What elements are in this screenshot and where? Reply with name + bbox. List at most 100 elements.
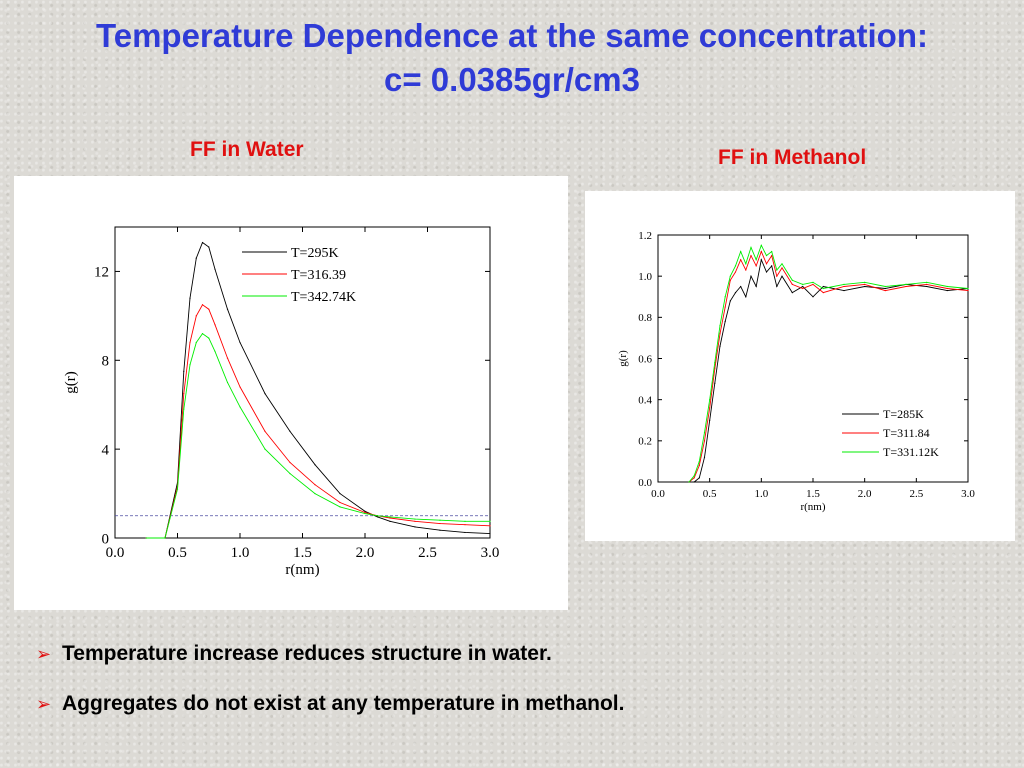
data-point bbox=[843, 283, 845, 285]
series-line bbox=[146, 241, 491, 539]
data-point bbox=[760, 250, 762, 253]
data-point bbox=[314, 464, 316, 466]
data-point bbox=[926, 283, 928, 285]
data-point bbox=[802, 285, 804, 288]
data-point bbox=[195, 257, 197, 259]
y-tick-label: 12 bbox=[94, 265, 109, 281]
data-point bbox=[760, 244, 762, 246]
data-point bbox=[765, 254, 768, 257]
data-point bbox=[703, 440, 706, 442]
data-point bbox=[740, 259, 742, 261]
data-point bbox=[776, 269, 778, 271]
y-tick-label: 4 bbox=[102, 442, 110, 458]
data-point bbox=[740, 285, 742, 288]
data-point bbox=[364, 512, 366, 515]
data-point bbox=[703, 456, 706, 458]
x-tick-label: 1.5 bbox=[293, 545, 312, 561]
data-point bbox=[226, 357, 229, 359]
data-point bbox=[822, 285, 824, 288]
data-point bbox=[714, 382, 716, 384]
data-point bbox=[183, 408, 185, 410]
water-chart: 0.0 0.5 1.0 1.5 2.0 2.5 3.0 0 4 8 12 r(nm) g(r) T=295… bbox=[63, 226, 499, 578]
data-point bbox=[389, 517, 391, 519]
data-point bbox=[843, 289, 845, 292]
y-tick-label: 1.2 bbox=[638, 230, 652, 242]
data-point bbox=[145, 537, 147, 539]
data-point bbox=[688, 481, 690, 483]
data-point bbox=[822, 292, 824, 294]
data-point bbox=[239, 406, 241, 408]
data-point bbox=[464, 520, 466, 522]
data-point bbox=[339, 506, 341, 508]
data-point bbox=[905, 285, 907, 288]
data-point bbox=[489, 525, 491, 527]
data-point bbox=[755, 285, 757, 288]
title-line-1: Temperature Dependence at the same conce… bbox=[96, 17, 928, 54]
series-line bbox=[146, 332, 490, 539]
data-point bbox=[709, 399, 711, 401]
x-tick-label: 2.5 bbox=[909, 488, 923, 500]
legend-label: T=342.74K bbox=[291, 290, 356, 305]
data-point bbox=[464, 531, 466, 534]
bullet-item: ➢ Temperature increase reduces structure… bbox=[36, 640, 624, 690]
y-tick-label: 0 bbox=[102, 531, 110, 547]
data-point bbox=[414, 518, 416, 520]
data-point bbox=[339, 492, 341, 495]
data-point bbox=[719, 345, 721, 347]
data-point bbox=[389, 520, 391, 522]
data-point bbox=[734, 265, 737, 267]
data-point bbox=[719, 333, 721, 335]
data-point bbox=[239, 341, 241, 344]
data-point bbox=[464, 524, 466, 526]
x-axis-label: r(nm) bbox=[285, 562, 319, 578]
data-point bbox=[714, 368, 716, 370]
data-point bbox=[781, 267, 783, 269]
legend-label: T=331.12K bbox=[883, 445, 939, 459]
data-point bbox=[781, 263, 783, 265]
data-point bbox=[693, 477, 695, 479]
series-line bbox=[688, 244, 969, 483]
bullet-text: Temperature increase reduces structure i… bbox=[62, 642, 552, 665]
data-point bbox=[714, 362, 716, 364]
data-point bbox=[214, 324, 216, 326]
legend-label: T=311.84 bbox=[883, 426, 930, 440]
arrowhead-bullet-icon: ➢ bbox=[36, 644, 52, 664]
data-point bbox=[176, 488, 179, 490]
data-point bbox=[745, 263, 747, 265]
data-point bbox=[239, 386, 241, 388]
data-point bbox=[864, 281, 866, 283]
data-point bbox=[264, 448, 266, 450]
data-point bbox=[946, 287, 948, 290]
data-point bbox=[709, 419, 711, 421]
data-point bbox=[724, 320, 726, 323]
data-point bbox=[339, 501, 341, 504]
x-axis-label: r(nm) bbox=[800, 501, 825, 513]
data-point bbox=[802, 287, 804, 290]
data-point bbox=[201, 333, 204, 335]
data-point bbox=[812, 283, 814, 285]
data-point bbox=[183, 393, 185, 395]
data-point bbox=[364, 511, 366, 514]
data-point bbox=[264, 393, 266, 395]
data-point bbox=[183, 370, 185, 372]
x-tick-label: 1.5 bbox=[806, 488, 820, 500]
x-tick-label: 2.0 bbox=[858, 488, 872, 500]
title-line-2: c= 0.0385gr/cm3 bbox=[384, 61, 640, 98]
data-point bbox=[926, 285, 928, 288]
data-point bbox=[208, 337, 210, 339]
data-point bbox=[765, 271, 768, 273]
y-tick-label: 1.0 bbox=[638, 271, 652, 283]
x-tick-label: 0.5 bbox=[168, 545, 187, 561]
x-tick-label: 0.0 bbox=[651, 488, 665, 500]
data-point bbox=[745, 296, 747, 298]
x-tick-label: 0.0 bbox=[106, 545, 125, 561]
data-point bbox=[946, 289, 948, 292]
data-point bbox=[967, 287, 969, 290]
data-point bbox=[439, 522, 441, 525]
data-point bbox=[905, 283, 907, 285]
x-tick-label: 1.0 bbox=[754, 488, 768, 500]
data-point bbox=[791, 283, 793, 285]
data-point bbox=[214, 350, 216, 352]
bullet-text: Aggregates do not exist at any temperatu… bbox=[62, 692, 625, 715]
data-point bbox=[791, 279, 793, 281]
